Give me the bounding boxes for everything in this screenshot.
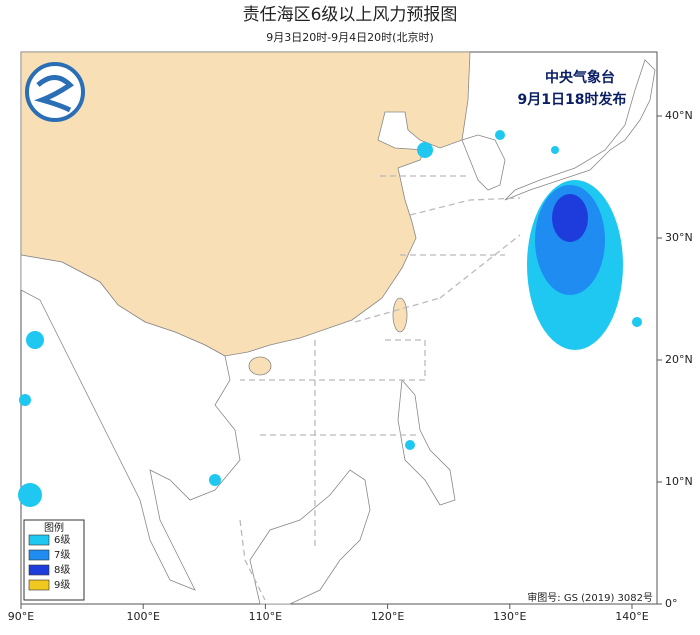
philippines <box>397 379 456 506</box>
wind-6 <box>495 130 505 140</box>
logo <box>25 62 85 122</box>
wind-6 <box>632 317 642 327</box>
lon-label: 90°E <box>8 610 34 623</box>
legend-swatch <box>28 534 50 546</box>
agency: 中央气象台 <box>545 69 615 86</box>
lon-label: 130°E <box>493 610 526 623</box>
legend-swatch <box>28 564 50 576</box>
legend-label: 7级 <box>54 549 70 561</box>
title: 责任海区6级以上风力预报图 <box>243 5 458 25</box>
legend-swatch <box>28 549 50 561</box>
wind-8 <box>552 194 588 242</box>
issued: 9月1日18时发布 <box>518 91 627 108</box>
wind-6 <box>405 440 415 450</box>
lat-label: 30°N <box>665 231 693 244</box>
wind-6 <box>19 394 31 406</box>
hainan <box>248 356 272 376</box>
lat-label: 10°N <box>665 475 693 488</box>
wind-6 <box>417 142 433 158</box>
sea-areas <box>239 175 521 601</box>
legend: 图例 6级 7级 8级 9级 <box>23 519 85 601</box>
wind-6 <box>209 474 221 486</box>
land <box>20 51 656 605</box>
taiwan <box>392 297 408 333</box>
lat-label: 40°N <box>665 109 693 122</box>
borneo <box>249 469 371 605</box>
lon-label: 110°E <box>249 610 282 623</box>
legend-title: 图例 <box>44 521 64 534</box>
legend-label: 8级 <box>54 564 70 576</box>
lat-label: 0° <box>665 597 678 610</box>
wind-6 <box>26 331 44 349</box>
wind-6 <box>551 146 559 154</box>
korea <box>461 134 506 191</box>
wind-areas <box>18 130 642 507</box>
legend-label: 9级 <box>54 579 70 591</box>
wind-6 <box>18 483 42 507</box>
legend-swatch <box>28 579 50 591</box>
subtitle: 9月3日20时-9月4日20时(北京时) <box>266 30 434 44</box>
lon-label: 100°E <box>126 610 159 623</box>
japan <box>504 59 656 201</box>
lat-label: 20°N <box>665 353 693 366</box>
review-number: 审图号: GS (2019) 3082号 <box>527 591 653 604</box>
legend-label: 6级 <box>54 534 70 546</box>
indochina <box>20 254 241 591</box>
lon-label: 120°E <box>371 610 404 623</box>
lon-label: 140°E <box>615 610 648 623</box>
